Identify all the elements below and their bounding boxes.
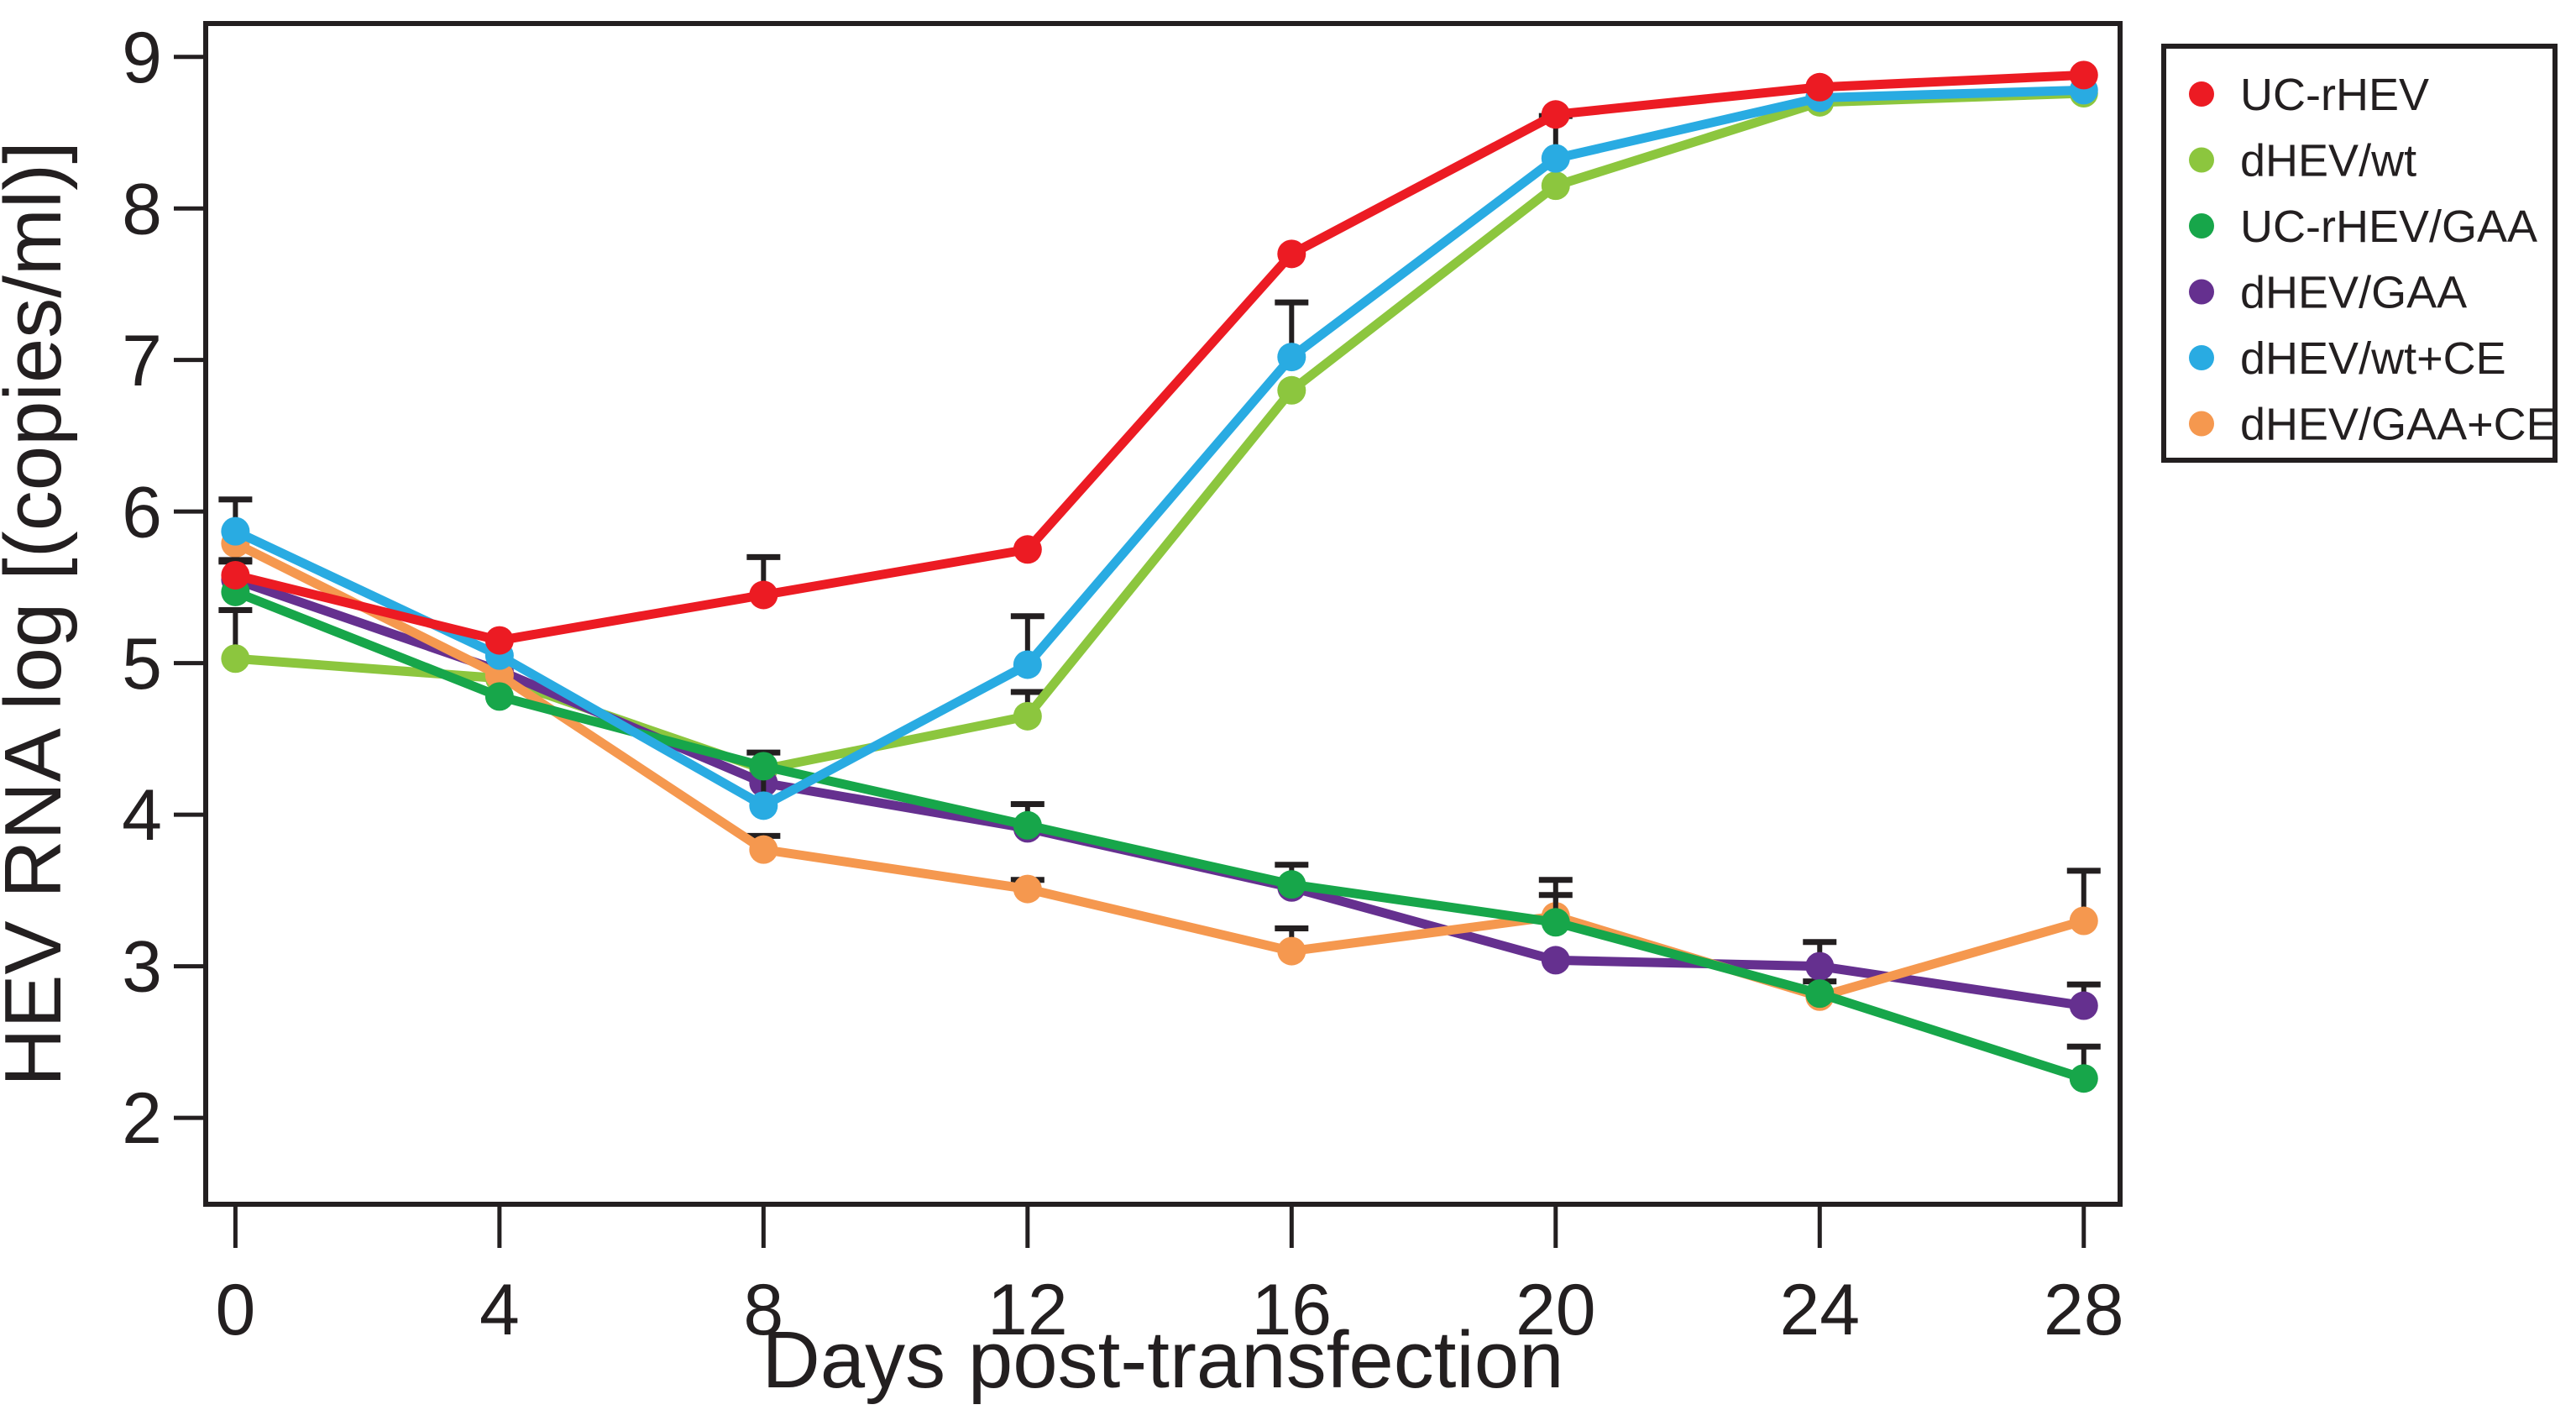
data-point [749,752,778,781]
data-point [749,580,778,610]
data-point [1013,810,1042,840]
legend-swatch [2189,411,2214,437]
series-line [233,85,2084,811]
x-tick-label: 20 [1516,1270,1596,1350]
data-point [2069,991,2098,1020]
legend-item-label: UC-rHEV/GAA [2240,202,2537,252]
data-point [2069,906,2098,936]
x-tick-label: 28 [2044,1270,2124,1350]
series-line [233,587,2086,1083]
legend-swatch [2189,81,2214,107]
data-point [1277,870,1306,899]
legend-item-label: dHEV/wt+CE [2240,333,2506,384]
data-point [221,516,250,546]
data-point [1013,874,1042,904]
y-axis-title: HEV RNA log [(copies/ml)] [0,141,78,1087]
y-tick-label: 9 [122,18,162,98]
data-point [221,560,250,590]
legend-swatch [2189,279,2214,305]
data-point [484,682,514,711]
y-tick-label: 2 [122,1078,162,1159]
data-point [1541,100,1570,129]
legend-item-label: dHEV/GAA+CE [2240,399,2557,449]
data-point [484,661,514,690]
data-point [484,626,514,655]
data-point [2069,60,2098,90]
legend-swatch [2189,345,2214,370]
x-tick-label: 12 [987,1270,1068,1350]
plot-border [203,21,2123,1207]
axes-layer: 2 3 4 5 6 7 8 9 0 4 8 12 16 20 24 28 [122,18,2123,1350]
data-point [1541,144,1570,173]
y-tick-label: 6 [122,472,162,553]
legend-item-label: dHEV/GAA [2240,267,2467,317]
data-point [1277,375,1306,405]
y-tick-label: 7 [122,321,162,401]
x-tick-label: 8 [743,1270,783,1350]
y-tick-label: 3 [122,927,162,1008]
legend-swatch [2189,213,2214,238]
data-point [1277,936,1306,966]
legend-item-label: dHEV/wt [2240,135,2416,186]
legend: UC-rHEV dHEV/wt UC-rHEV/GAA dHEV/GAA dHEV/wt… [2161,44,2558,463]
data-point [221,644,250,674]
x-tick-label: 24 [1779,1270,1860,1350]
series-uc-rhev [218,60,2098,655]
data-point [749,791,778,820]
data-point [2069,1064,2098,1093]
series-dhev-gaa-ce [218,529,2101,1011]
series-line [233,539,2086,1002]
data-point [1013,701,1042,731]
data-point [1805,72,1835,102]
data-point [1805,951,1835,981]
data-point [1805,979,1835,1009]
data-point [1541,171,1570,201]
legend-swatch [2189,147,2214,173]
y-tick-label: 5 [122,624,162,705]
x-tick-label: 0 [215,1270,255,1350]
x-axis-title: Days post-transfection [762,1315,1563,1405]
data-point [1277,343,1306,372]
legend-item-label: UC-rHEV [2240,70,2429,120]
y-tick-label: 4 [122,775,162,856]
series-line [234,70,2085,646]
data-point [1541,908,1570,937]
series-layer [218,60,2101,1093]
data-point [1013,650,1042,679]
x-tick-label: 16 [1251,1270,1332,1350]
x-tick-label: 4 [479,1270,520,1350]
y-tick-label: 8 [122,169,162,249]
data-point [1013,535,1042,564]
legend-box [2161,44,2558,463]
data-point [1541,946,1570,975]
data-point [749,835,778,864]
data-point [1277,239,1306,269]
